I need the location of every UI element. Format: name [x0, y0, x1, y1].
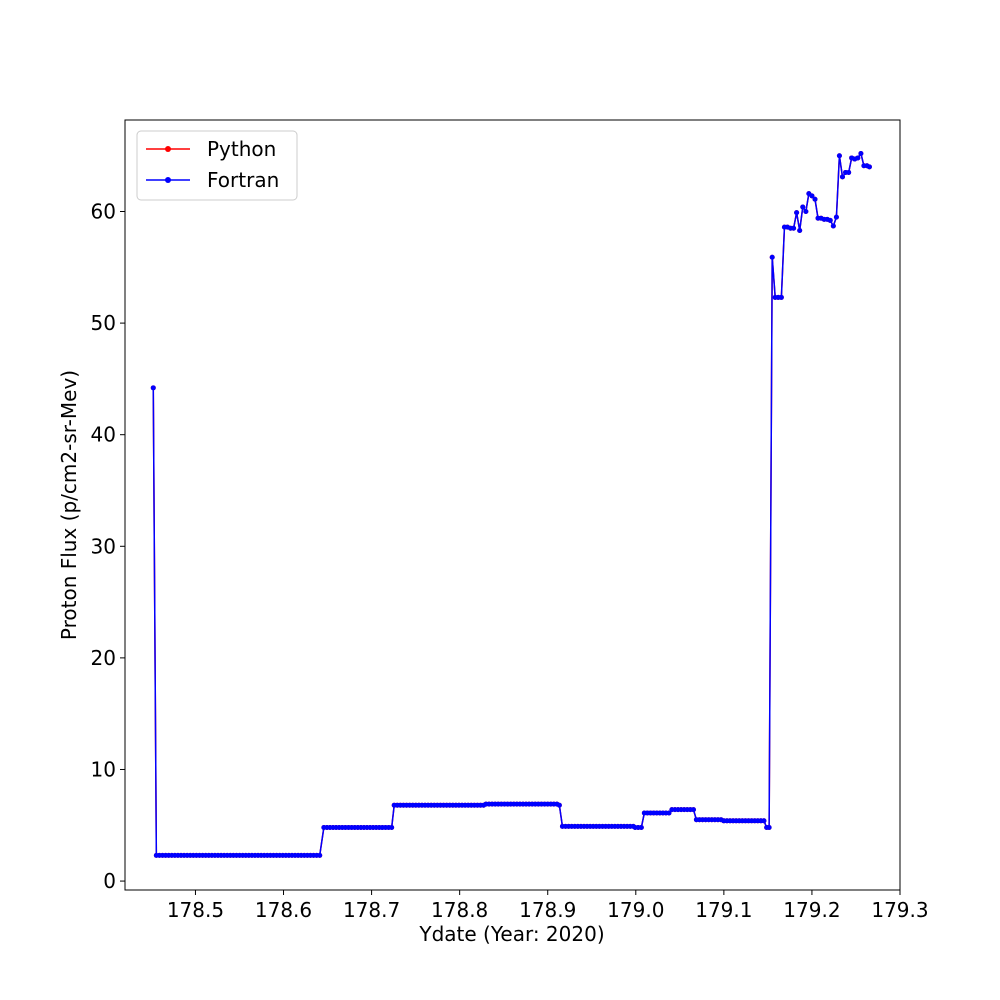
fortran-data-point: [800, 204, 806, 210]
fortran-data-point: [797, 227, 803, 233]
fortran-data-point: [638, 825, 644, 831]
fortran-data-point: [794, 210, 800, 216]
fortran-data-point: [666, 810, 672, 816]
fortran-data-point: [830, 223, 836, 229]
fortran-data-point: [812, 196, 818, 202]
x-tick-label: 178.6: [255, 898, 312, 922]
x-tick-label: 178.9: [519, 898, 576, 922]
fortran-data-point: [690, 807, 696, 813]
fortran-data-point: [866, 164, 872, 170]
plot-area: [150, 150, 872, 858]
legend-fortran-marker: [165, 177, 171, 183]
fortran-data-point: [846, 169, 852, 175]
fortran-data-point: [803, 209, 809, 215]
fortran-data-point: [766, 825, 772, 831]
fortran-data-point: [809, 193, 815, 199]
legend: Python Fortran: [136, 130, 298, 201]
fortran-data-point: [778, 294, 784, 300]
y-tick-label: 20: [91, 646, 116, 670]
fortran-data-point: [833, 214, 839, 220]
legend-python-label: Python: [207, 137, 276, 161]
fortran-data-point: [389, 825, 395, 831]
x-tick-label: 179.2: [783, 898, 840, 922]
x-tick-label: 179.1: [695, 898, 752, 922]
fortran-data-point: [791, 225, 797, 231]
x-tick-label: 179.3: [871, 898, 928, 922]
fortran-data-point: [858, 150, 864, 156]
fortran-data-point: [836, 153, 842, 159]
y-axis: 0 10 20 30 40 50 60: [91, 200, 125, 893]
fortran-data-point: [150, 385, 156, 391]
x-tick-label: 179.0: [607, 898, 664, 922]
x-tick-label: 178.8: [431, 898, 488, 922]
legend-fortran-label: Fortran: [207, 168, 279, 192]
fortran-data-point: [839, 174, 845, 180]
plot-frame: [124, 119, 901, 891]
x-tick-label: 178.7: [343, 898, 400, 922]
fortran-data-point: [317, 852, 323, 858]
fortran-series: [150, 150, 872, 858]
y-tick-label: 50: [91, 311, 116, 335]
fortran-data-point: [556, 802, 562, 808]
fortran-data-point: [827, 217, 833, 223]
fortran-data-point: [761, 818, 767, 824]
x-tick-label: 178.5: [167, 898, 224, 922]
fortran-data-point: [855, 155, 861, 161]
x-axis: 178.5 178.6 178.7 178.8 178.9 179.0 179.1 179.2…: [167, 890, 929, 922]
y-tick-label: 60: [91, 200, 116, 224]
y-tick-label: 10: [91, 757, 116, 781]
y-axis-title: Proton Flux (p/cm2-sr-Mev): [57, 370, 81, 640]
fortran-data-point: [769, 254, 775, 260]
y-tick-label: 40: [91, 423, 116, 447]
x-axis-title: Ydate (Year: 2020): [418, 922, 604, 946]
legend-python-marker: [165, 146, 171, 152]
y-tick-label: 30: [91, 534, 116, 558]
y-tick-label: 0: [103, 869, 116, 893]
